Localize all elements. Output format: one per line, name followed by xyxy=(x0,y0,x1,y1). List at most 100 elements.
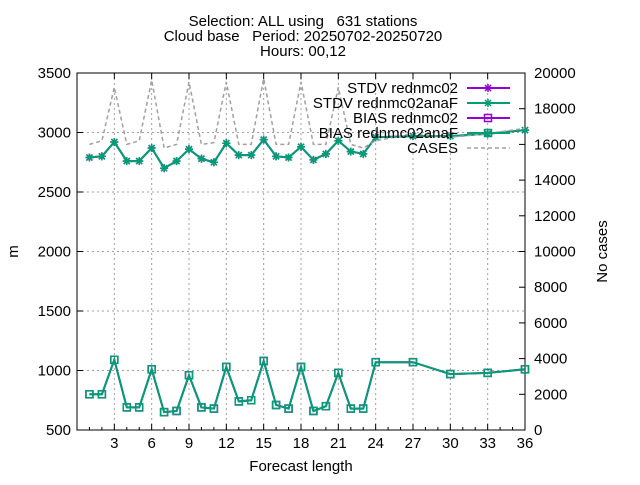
data-point xyxy=(359,149,368,158)
data-point xyxy=(296,362,306,372)
legend-entry: STDV rednmc02 xyxy=(347,80,510,97)
data-point xyxy=(110,138,119,147)
data-point xyxy=(371,357,380,367)
data-point xyxy=(483,368,492,378)
axes: 3 6 9 12 15 18 21 24 27 30 33 365001000150020002500… xyxy=(5,65,611,475)
data-point xyxy=(309,406,318,416)
data-point xyxy=(346,404,356,413)
legend-label: STDV rednmc02 xyxy=(347,80,458,97)
y2-tick-label: 14000 xyxy=(534,172,576,189)
series-4 xyxy=(89,78,526,149)
series-3 xyxy=(85,355,530,417)
data-point xyxy=(222,139,231,148)
y2-tick-label: 8000 xyxy=(534,279,567,296)
data-point xyxy=(408,357,418,367)
x-tick-label: 21 xyxy=(330,435,347,452)
series-line xyxy=(89,78,526,149)
x-tick-label: 18 xyxy=(293,435,310,452)
y-axis-label: m xyxy=(5,245,22,258)
legend-marker xyxy=(484,84,492,92)
y-tick-label: 3000 xyxy=(38,125,71,142)
x-axis-label: Forecast length xyxy=(249,458,352,475)
data-point xyxy=(197,403,206,412)
data-point xyxy=(321,401,331,411)
y-tick-label: 1000 xyxy=(38,363,71,380)
y2-tick-label: 4000 xyxy=(534,351,567,368)
x-tick-label: 12 xyxy=(218,435,235,452)
title-line-0: Selection: ALL using 631 stations xyxy=(189,13,418,30)
data-point xyxy=(334,136,343,145)
data-point xyxy=(209,404,219,413)
data-point xyxy=(247,151,256,160)
x-tick-label: 3 xyxy=(110,435,118,452)
data-point xyxy=(259,356,268,366)
data-point xyxy=(97,390,107,399)
y-tick-label: 2000 xyxy=(38,244,71,261)
plot-area xyxy=(85,78,530,417)
data-point xyxy=(271,400,281,410)
data-point xyxy=(259,135,268,144)
data-point xyxy=(172,157,181,166)
y2-axis-label: No cases xyxy=(594,220,611,283)
legend-marker xyxy=(483,113,493,123)
data-point xyxy=(110,355,119,365)
data-point xyxy=(284,153,293,162)
data-point xyxy=(309,155,318,164)
legend-label: CASES xyxy=(407,140,458,157)
data-point xyxy=(147,365,156,374)
data-point xyxy=(272,152,281,161)
data-point xyxy=(185,145,193,154)
y2-tick-label: 6000 xyxy=(534,315,567,332)
data-point xyxy=(520,365,530,374)
y2-tick-label: 12000 xyxy=(534,208,576,225)
data-point xyxy=(321,149,330,158)
legend-entry: STDV rednmc02anaF xyxy=(313,95,510,112)
data-point xyxy=(122,157,131,166)
data-point xyxy=(97,152,106,161)
data-point xyxy=(184,371,194,380)
x-tick-label: 33 xyxy=(479,435,496,452)
title-line-1: Cloud base Period: 20250702-20250720 xyxy=(164,28,443,45)
data-point xyxy=(160,164,169,173)
y-tick-label: 1500 xyxy=(38,303,71,320)
x-tick-label: 6 xyxy=(147,435,155,452)
title-line-2: Hours: 00,12 xyxy=(260,43,346,60)
y2-tick-label: 2000 xyxy=(534,386,567,403)
data-point xyxy=(85,390,94,399)
data-point xyxy=(234,397,244,406)
x-tick-label: 30 xyxy=(442,435,459,452)
x-tick-label: 9 xyxy=(185,435,193,452)
y2-tick-label: 18000 xyxy=(534,101,576,118)
data-point xyxy=(284,404,293,413)
y2-tick-label: 16000 xyxy=(534,136,576,153)
y2-tick-label: 20000 xyxy=(534,65,576,82)
data-point xyxy=(122,403,132,412)
x-tick-label: 36 xyxy=(517,435,534,452)
legend-entry: BIAS rednmc02 xyxy=(353,110,510,127)
data-point xyxy=(234,151,243,160)
data-point xyxy=(334,368,343,378)
data-point xyxy=(346,147,355,156)
y-tick-label: 2500 xyxy=(38,184,71,201)
data-point xyxy=(297,142,305,151)
data-point xyxy=(159,407,169,417)
legend-label: BIAS rednmc02 xyxy=(353,110,458,127)
series-line xyxy=(89,356,526,414)
data-point xyxy=(85,153,94,162)
data-point xyxy=(446,369,455,379)
legend-marker xyxy=(483,128,493,138)
data-point xyxy=(172,406,181,416)
data-point xyxy=(521,126,529,135)
y2-tick-label: 10000 xyxy=(534,244,576,261)
data-point xyxy=(358,404,368,413)
data-point xyxy=(147,143,156,152)
data-point xyxy=(209,158,218,167)
y-tick-label: 500 xyxy=(46,422,71,439)
data-point xyxy=(446,132,455,141)
data-point xyxy=(246,396,256,405)
y-tick-label: 3500 xyxy=(38,65,71,82)
